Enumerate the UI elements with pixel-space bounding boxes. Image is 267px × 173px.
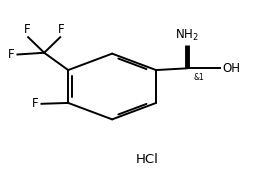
Text: F: F: [58, 23, 65, 36]
Text: F: F: [8, 48, 15, 61]
Text: F: F: [32, 97, 39, 110]
Text: OH: OH: [223, 62, 241, 75]
Text: HCl: HCl: [135, 153, 158, 166]
Text: NH$_2$: NH$_2$: [175, 28, 199, 43]
Text: &1: &1: [194, 73, 204, 82]
Text: F: F: [23, 23, 30, 36]
